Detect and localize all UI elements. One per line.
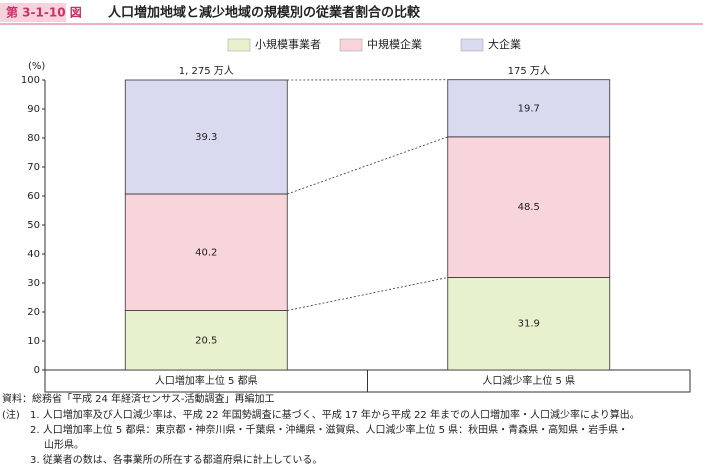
legend-swatch bbox=[227, 38, 251, 52]
y-tick-label: 30 bbox=[27, 278, 40, 289]
value-label: 19.7 bbox=[518, 103, 540, 114]
y-tick-label: 0 bbox=[34, 365, 40, 376]
y-tick-label: 50 bbox=[27, 220, 40, 231]
value-label: 39.3 bbox=[195, 132, 217, 143]
y-tick-label: 100 bbox=[21, 75, 40, 86]
value-label: 31.9 bbox=[518, 319, 540, 330]
bar-total: 1, 275 万人 bbox=[179, 65, 234, 77]
source: 資料：総務省「平成 24 年経済センサス‐活動調査」再編加工 bbox=[2, 392, 275, 405]
value-label: 48.5 bbox=[518, 202, 540, 213]
figure-number: 第 3-1-10 図 bbox=[6, 5, 82, 20]
x-tick-label: 人口増加率上位 5 都県 bbox=[155, 374, 258, 387]
legend-label: 小規模事業者 bbox=[255, 37, 321, 51]
y-tick-label: 90 bbox=[27, 104, 40, 115]
y-tick-label: 80 bbox=[27, 133, 40, 144]
y-tick-label: 70 bbox=[27, 162, 40, 173]
connector bbox=[287, 136, 448, 195]
note: 3. 従業者の数は、各事業所の所在する都道府県に計上している。 bbox=[30, 453, 322, 466]
value-label: 40.2 bbox=[195, 247, 217, 258]
legend-swatch bbox=[339, 38, 363, 52]
y-tick-label: 10 bbox=[27, 336, 40, 347]
y-tick-label: 40 bbox=[27, 249, 40, 260]
chart-title: 人口増加地域と減少地域の規模別の従業者割合の比較 bbox=[108, 5, 421, 21]
legend-label: 大企業 bbox=[488, 37, 521, 51]
legend-swatch bbox=[460, 38, 484, 52]
x-tick-label: 人口減少率上位 5 県 bbox=[482, 374, 575, 387]
y-tick-label: 60 bbox=[27, 191, 40, 202]
notes-label: (注) bbox=[2, 408, 20, 421]
note: 1. 人口増加率及び人口減少率は、平成 22 年国勢調査に基づく、平成 17 年… bbox=[30, 408, 640, 421]
bar-segment bbox=[447, 277, 611, 371]
figure-number-box bbox=[0, 3, 66, 22]
bar-segment bbox=[124, 193, 288, 311]
bar-segment bbox=[124, 310, 288, 371]
y-tick-label: 20 bbox=[27, 307, 40, 318]
bar-segment bbox=[447, 136, 611, 278]
bar-segment bbox=[124, 79, 288, 195]
note: 山形県。 bbox=[44, 439, 84, 451]
y-axis-label: (%) bbox=[28, 61, 45, 72]
legend-label: 中規模企業 bbox=[367, 37, 422, 51]
value-label: 20.5 bbox=[195, 335, 217, 346]
connector bbox=[287, 277, 448, 311]
note: 2. 人口増加率上位 5 都県：東京都・神奈川県・千葉県・沖縄県・滋賀県、人口減… bbox=[30, 423, 628, 436]
bar-segment bbox=[447, 79, 611, 138]
bar-total: 175 万人 bbox=[508, 65, 550, 77]
